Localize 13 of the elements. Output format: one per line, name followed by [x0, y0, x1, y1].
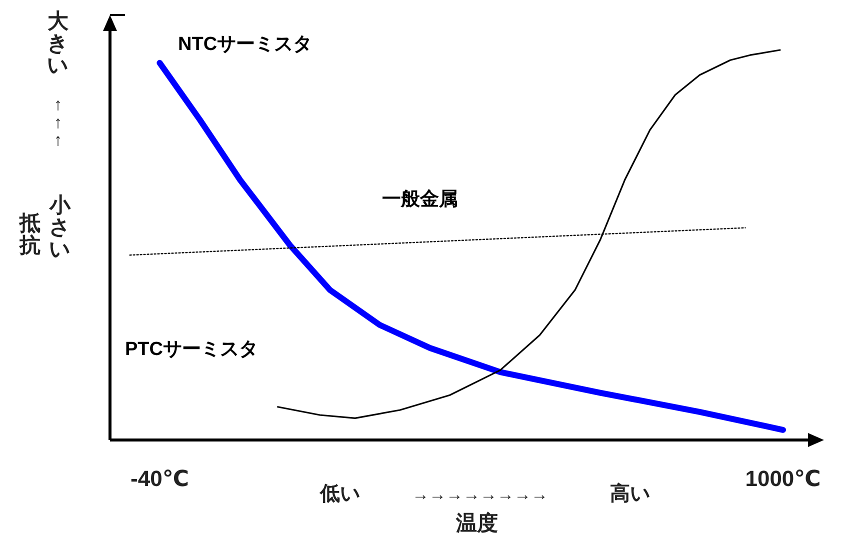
text: PTCサーミスタ: [125, 339, 258, 360]
text: 小さい: [48, 194, 72, 262]
series-label: 一般金属: [382, 189, 458, 210]
text: 低い: [319, 483, 360, 505]
text: 大きい: [47, 10, 70, 78]
text: 高い: [610, 482, 650, 505]
x-tick-label: 1000℃: [745, 466, 821, 491]
y-axis-title: 抵抗: [18, 212, 40, 258]
x-axis-title: 温度: [455, 511, 498, 534]
text: ↑↑↑: [54, 95, 62, 150]
series-label: NTCサーミスタ: [178, 34, 312, 55]
x-tick-label: -40℃: [130, 466, 189, 491]
text: →→→→→→→→: [412, 485, 548, 504]
